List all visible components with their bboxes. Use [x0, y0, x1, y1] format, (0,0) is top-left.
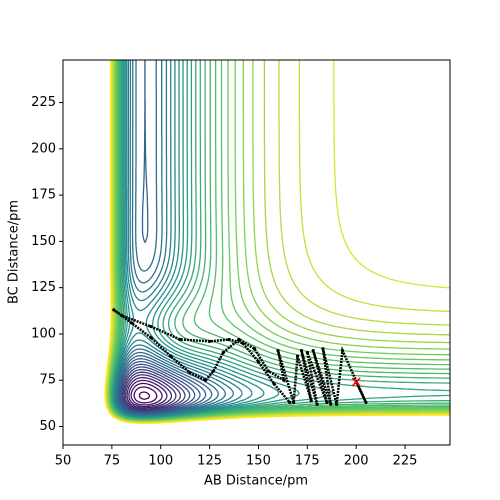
x-tick-label: 75 [104, 454, 121, 469]
x-tick-label: 100 [148, 454, 173, 469]
x-axis-label: AB Distance/pm [204, 474, 308, 489]
trajectory-point [329, 402, 333, 406]
trajectory-point [309, 398, 313, 403]
trajectory-point [335, 402, 339, 406]
trajectory-point [129, 321, 134, 325]
trajectory-point [211, 369, 216, 373]
contour-line [128, 379, 168, 408]
trajectory-point [120, 313, 124, 318]
trajectory-point [252, 347, 257, 351]
trajectory-point [288, 400, 292, 405]
contour-line [104, 60, 450, 424]
contour-line [133, 386, 158, 404]
trajectory-point [272, 382, 276, 386]
trajectory-point [149, 336, 153, 340]
trajectory-point [305, 350, 309, 355]
trajectory-point [299, 349, 304, 353]
plot-frame [62, 59, 451, 446]
trajectory-point [237, 337, 241, 342]
trajectory-point [266, 369, 270, 373]
trajectory-point [311, 349, 315, 353]
y-tick-label: 150 [31, 234, 56, 249]
trajectory-point [188, 371, 192, 375]
trajectory-point [227, 337, 231, 342]
start-marker [351, 377, 361, 387]
trajectory-point [276, 349, 280, 353]
contour-line [122, 368, 186, 412]
y-axis-label: BC Distance/pm [7, 200, 22, 304]
contour-line [130, 382, 163, 406]
x-tick-label: 175 [295, 454, 320, 469]
trajectory [113, 308, 368, 405]
contour-line [138, 391, 151, 400]
y-tick-label: 200 [31, 141, 56, 156]
x-tick-label: 125 [197, 454, 222, 469]
y-tick-label: 100 [31, 326, 56, 341]
contour-line [124, 374, 177, 410]
trajectory-point [204, 378, 208, 382]
trajectory-point [292, 400, 296, 405]
trajectory-point [315, 402, 319, 406]
trajectory-point [295, 354, 300, 358]
contour-line [126, 376, 173, 409]
x-tick-label: 200 [344, 454, 369, 469]
trajectory-point [207, 339, 212, 343]
trajectory-point [241, 341, 245, 345]
x-tick-label: 150 [246, 454, 271, 469]
y-tick-label: 75 [39, 373, 56, 388]
trajectory-point [168, 354, 173, 358]
trajectory-point [282, 378, 286, 382]
y-tick-label: 50 [39, 419, 56, 434]
trajectory-point [221, 350, 225, 355]
trajectory-point [340, 349, 345, 353]
trajectory-point [112, 308, 116, 312]
y-tick-label: 125 [31, 280, 56, 295]
trajectory-point [149, 324, 153, 329]
contour-line [121, 366, 191, 413]
x-tick-label: 225 [393, 454, 418, 469]
contour-line [120, 363, 196, 413]
trajectory-point [321, 347, 325, 351]
y-tick-label: 175 [31, 188, 56, 203]
x-tick-label: 50 [55, 454, 72, 469]
y-tick-label: 225 [31, 95, 56, 110]
contour-layer [104, 60, 450, 424]
trajectory-layer [112, 308, 368, 406]
trajectory-point [256, 360, 261, 364]
contour-line [119, 360, 201, 414]
trajectory-point [364, 400, 368, 405]
contour-line [123, 371, 182, 411]
trajectory-point [178, 337, 182, 342]
trajectory-point [325, 400, 329, 405]
